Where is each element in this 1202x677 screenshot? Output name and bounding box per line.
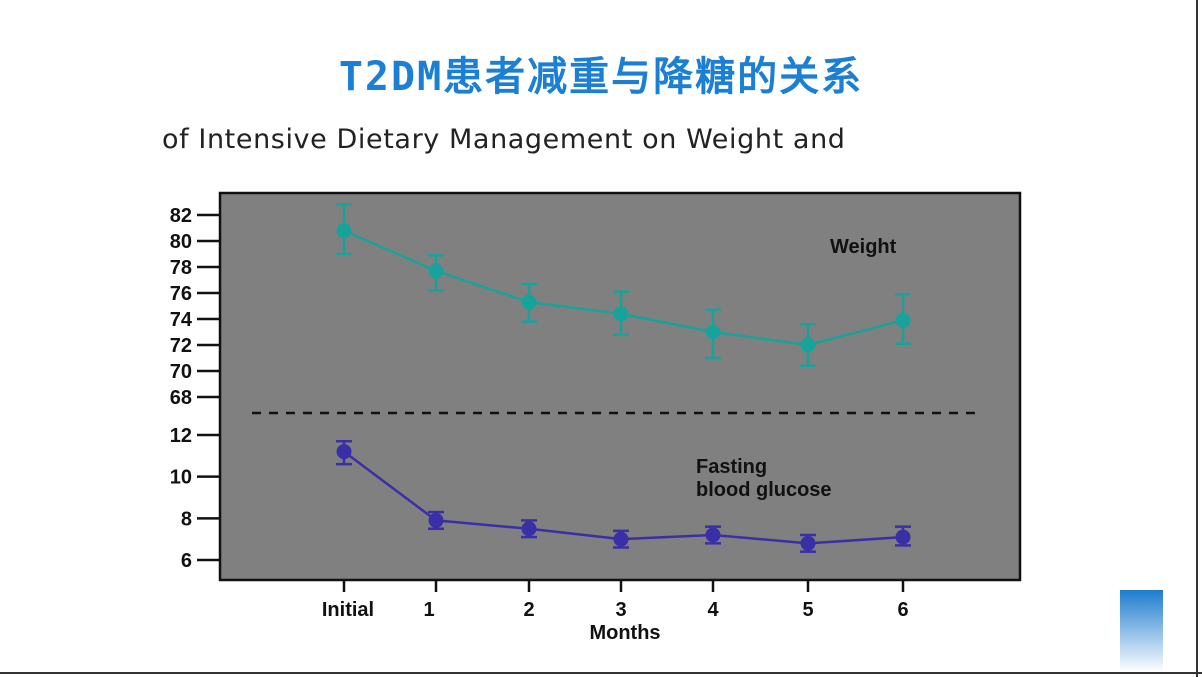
weight-label: Weight <box>830 236 897 258</box>
y-tick-label: 68 <box>170 387 192 409</box>
y-tick-label: 10 <box>170 467 192 489</box>
x-tick-label: 1 <box>423 599 434 621</box>
data-point <box>800 337 816 353</box>
data-point <box>336 223 352 239</box>
right-border <box>1196 0 1198 677</box>
bottom-border <box>0 672 1202 674</box>
data-point <box>800 535 816 551</box>
y-tick-label: 82 <box>170 205 192 227</box>
y-tick-label: 6 <box>181 550 192 572</box>
x-axis-label: Months <box>589 622 660 644</box>
data-point <box>613 531 629 547</box>
data-point <box>705 324 721 340</box>
plot-area <box>218 191 1022 582</box>
data-point <box>521 521 537 537</box>
data-point <box>895 312 911 328</box>
x-tick-label: 3 <box>615 599 626 621</box>
data-point <box>428 263 444 279</box>
y-tick-label: 76 <box>170 283 192 305</box>
data-point <box>521 294 537 310</box>
x-tick-label: 6 <box>897 599 908 621</box>
data-point <box>895 529 911 545</box>
glucose-label-line1: Fasting <box>696 456 767 478</box>
decorative-gradient-block <box>1120 590 1163 672</box>
glucose-label-line2: blood glucose <box>696 479 832 501</box>
y-tick-label: 70 <box>170 361 192 383</box>
y-tick-label: 12 <box>170 425 192 447</box>
x-tick-label: Initial <box>322 599 374 621</box>
x-tick-label: 4 <box>707 599 719 621</box>
data-point <box>336 444 352 460</box>
y-tick-label: 74 <box>170 309 193 331</box>
x-tick-label: 5 <box>802 599 813 621</box>
y-tick-label: 80 <box>170 231 192 253</box>
x-tick-label: 2 <box>523 599 534 621</box>
data-point <box>705 527 721 543</box>
chart-subtitle: of Intensive Dietary Management on Weigh… <box>162 124 846 155</box>
y-tick-label: 8 <box>181 508 192 530</box>
slide-title: T2DM患者减重与降糖的关系 <box>338 54 864 100</box>
y-tick-label: 78 <box>170 257 192 279</box>
y-tick-label: 72 <box>170 335 192 357</box>
data-point <box>428 512 444 528</box>
data-point <box>613 306 629 322</box>
